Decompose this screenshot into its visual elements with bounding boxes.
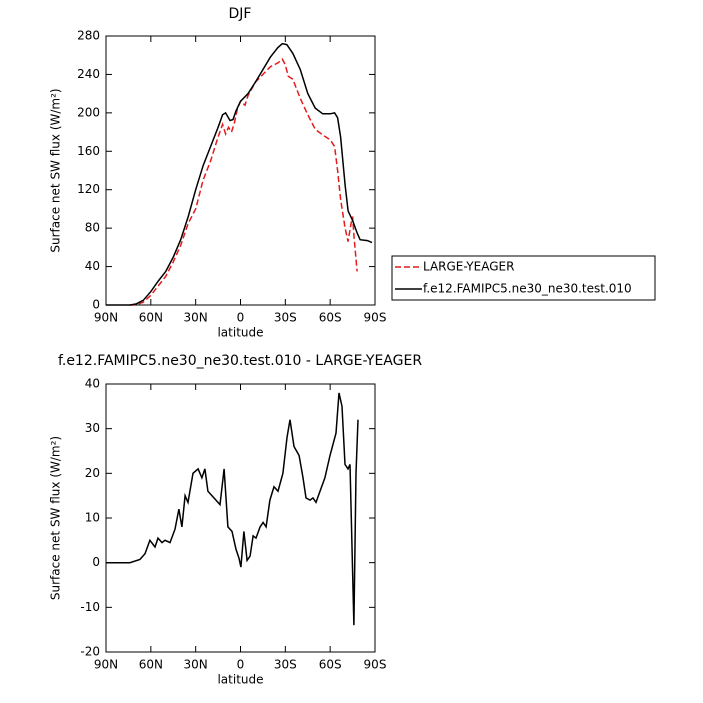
x-axis-label: latitude — [217, 673, 263, 687]
x-tick-label: 30S — [274, 658, 297, 672]
y-tick-label: -20 — [80, 645, 100, 659]
data-line — [106, 392, 359, 626]
y-tick-label: -10 — [80, 600, 100, 614]
x-tick-label: 60S — [319, 658, 342, 672]
plot-frame — [105, 383, 376, 653]
y-tick-label: 0 — [92, 298, 100, 312]
y-axis-label: Surface net SW flux (W/m²) — [49, 436, 63, 600]
y-tick-label: 200 — [77, 105, 100, 119]
y-tick-label: 0 — [92, 555, 100, 569]
y-tick-label: 120 — [77, 182, 100, 196]
x-tick-label: 90S — [364, 311, 387, 325]
y-tick-label: 30 — [85, 421, 100, 435]
y-tick-label: 240 — [77, 67, 100, 81]
chart-title: DJF — [229, 6, 252, 22]
x-tick-label: 30N — [184, 311, 208, 325]
x-tick-label: 90N — [94, 311, 118, 325]
y-tick-label: 160 — [77, 144, 100, 158]
y-tick-label: 80 — [85, 221, 100, 235]
legend-label: LARGE-YEAGER — [423, 260, 514, 274]
data-line — [106, 42, 373, 306]
x-tick-label: 60N — [139, 311, 163, 325]
data-line — [129, 57, 358, 306]
y-axis-label: Surface net SW flux (W/m²) — [49, 88, 63, 252]
legend-box — [391, 255, 656, 301]
x-tick-label: 60N — [139, 658, 163, 672]
x-tick-label: 60S — [319, 311, 342, 325]
y-tick-label: 10 — [85, 511, 100, 525]
x-tick-label: 0 — [237, 658, 245, 672]
x-axis-label: latitude — [217, 326, 263, 340]
x-tick-label: 90N — [94, 658, 118, 672]
y-tick-label: 40 — [85, 377, 100, 391]
x-tick-label: 0 — [237, 311, 245, 325]
legend-label: f.e12.FAMIPC5.ne30_ne30.test.010 — [423, 282, 632, 296]
y-tick-label: 40 — [85, 259, 100, 273]
x-tick-label: 30N — [184, 658, 208, 672]
y-tick-label: 20 — [85, 466, 100, 480]
plot-frame — [105, 35, 376, 306]
y-tick-label: 280 — [77, 29, 100, 43]
x-tick-label: 30S — [274, 311, 297, 325]
x-tick-label: 90S — [364, 658, 387, 672]
chart-title: f.e12.FAMIPC5.ne30_ne30.test.010 - LARGE… — [58, 353, 422, 369]
